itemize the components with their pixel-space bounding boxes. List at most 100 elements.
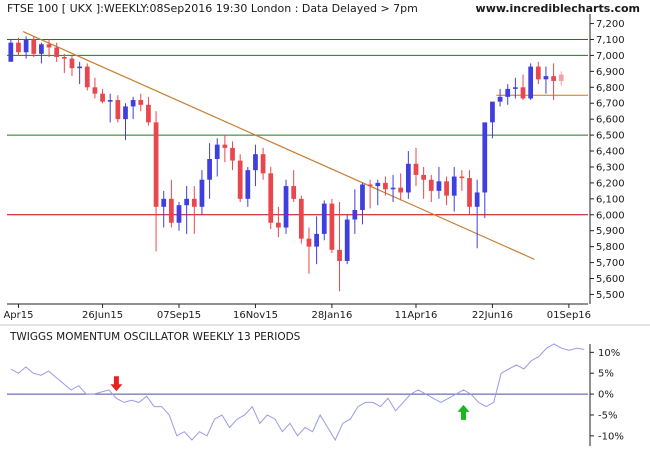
price-reference-lines: [7, 30, 588, 260]
candle-body: [207, 159, 212, 180]
price-x-tick-label: 28Jan16: [311, 310, 352, 321]
candle-body: [398, 187, 404, 193]
candle-body: [77, 66, 82, 69]
candle-body: [513, 87, 518, 89]
candle-body: [123, 106, 128, 120]
candle-body: [344, 219, 350, 261]
oscillator-line: [10, 343, 585, 442]
price-x-tick-label: 11Apr16: [395, 310, 438, 321]
price-y-tick-label: 7,200: [596, 19, 625, 30]
candle-body: [222, 144, 228, 148]
downtrend-line: [22, 30, 535, 260]
price-y-tick-label: 6,300: [596, 162, 625, 173]
candle-body: [451, 176, 457, 196]
candle-body: [444, 181, 449, 196]
candle-body: [46, 44, 52, 48]
candle-body: [268, 173, 274, 223]
oscillator-y-tick-label: -5%: [598, 410, 617, 421]
candle-body: [176, 205, 182, 223]
candle-body: [199, 179, 205, 207]
candle-body: [283, 186, 289, 228]
candle-body: [230, 147, 235, 161]
price-x-tick-label: 22Jun16: [472, 310, 513, 321]
chart-title: FTSE 100 [ UKX ]:WEEKLY:08Sep2016 19:30 …: [7, 2, 418, 15]
candle-body: [436, 181, 442, 191]
candle-body: [138, 100, 144, 105]
buy-arrow: [457, 404, 470, 420]
candle-body: [482, 122, 488, 193]
candle-body: [130, 100, 136, 107]
candle-body: [245, 170, 251, 199]
candle-body: [84, 66, 90, 88]
price-y-tick-label: 6,400: [596, 147, 625, 158]
oscillator-title: TWIGGS MOMENTUM OSCILLATOR WEEKLY 13 PER…: [10, 331, 301, 343]
candle-body: [428, 179, 434, 191]
candle-body: [8, 42, 14, 62]
candle-body: [107, 100, 113, 102]
candle-body: [421, 174, 427, 180]
price-x-tick-label: 26Jun15: [82, 310, 123, 321]
price-y-tick-label: 5,900: [596, 226, 625, 237]
candle-body: [367, 184, 373, 187]
candle-body: [375, 182, 381, 187]
oscillator-y-tick-label: 0%: [598, 390, 614, 401]
oscillator-y-tick-label: 5%: [598, 369, 614, 380]
candle-body: [535, 66, 541, 80]
candle-body: [100, 93, 105, 102]
price-y-tick-label: 5,500: [596, 290, 625, 301]
candle-body: [352, 209, 358, 220]
price-y-tick-label: 5,700: [596, 258, 625, 269]
price-y-tick-label: 5,600: [596, 274, 625, 285]
candles: [8, 36, 564, 292]
candle-body: [467, 178, 472, 207]
candle-body: [413, 163, 419, 175]
price-axes: 7,200 7,100 7,000 6,900 6,800 6,700 6,600 6,500…: [3, 14, 625, 321]
candle-body: [543, 76, 549, 80]
candle-body: [390, 187, 396, 190]
price-x-tick-label: 07Sep15: [157, 310, 201, 321]
candle-body: [237, 160, 243, 199]
candle-body: [528, 66, 534, 99]
candle-body: [474, 192, 480, 207]
candle-body: [405, 163, 411, 193]
price-x-tick-label: Apr15: [3, 310, 33, 321]
candle-body: [329, 203, 335, 250]
candle-body: [337, 249, 342, 261]
sell-arrow: [110, 376, 123, 392]
price-y-tick-label: 6,800: [596, 83, 625, 94]
candle-body: [383, 182, 388, 190]
candle-body: [184, 198, 190, 206]
price-y-tick-label: 6,500: [596, 131, 625, 142]
oscillator-y-tick-label: 10%: [598, 348, 620, 359]
price-y-tick-label: 6,700: [596, 99, 625, 110]
candle-body: [23, 39, 29, 53]
price-y-tick-label: 5,800: [596, 242, 625, 253]
candle-body: [558, 74, 564, 81]
oscillator-y-tick-label: -10%: [598, 431, 624, 442]
candle-body: [61, 57, 67, 59]
candle-body: [39, 44, 44, 54]
price-y-tick-label: 6,600: [596, 115, 625, 126]
candle-body: [520, 87, 526, 99]
candle-body: [115, 100, 121, 120]
price-x-tick-label: 16Nov15: [233, 310, 278, 321]
candle-body: [490, 101, 495, 123]
price-y-tick-label: 6,900: [596, 67, 625, 78]
price-y-tick-label: 6,000: [596, 210, 625, 221]
candle-body: [153, 122, 159, 207]
price-y-tick-label: 6,100: [596, 194, 625, 205]
candle-body: [298, 198, 304, 239]
candle-body: [306, 238, 312, 247]
candle-body: [497, 96, 503, 102]
candle-body: [214, 144, 220, 159]
candle-body: [459, 176, 465, 179]
candle-body: [168, 198, 174, 223]
price-x-tick-label: 01Sep16: [547, 310, 591, 321]
candle-body: [69, 58, 75, 69]
candle-body: [260, 154, 266, 174]
oscillator-panel: 10% 5% 0% -5% -10%: [0, 324, 650, 446]
candle-body: [191, 198, 197, 207]
candle-body: [551, 76, 556, 81]
candle-body: [321, 203, 327, 234]
